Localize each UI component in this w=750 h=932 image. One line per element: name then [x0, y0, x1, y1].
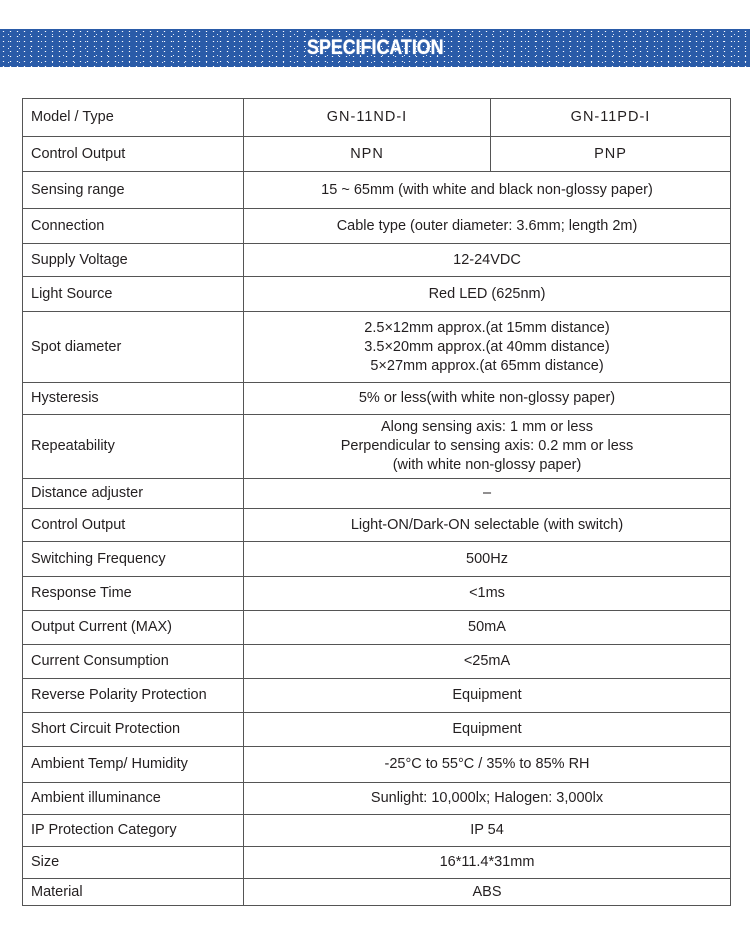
- value-line: 12-24VDC: [453, 251, 521, 268]
- row-value: 5% or less(with white non-glossy paper): [243, 382, 731, 415]
- table-row: Sensing range 15 ~ 65mm (with white and b…: [22, 171, 731, 209]
- table-row: Material ABS: [22, 878, 731, 906]
- row-value: <25mA: [243, 644, 731, 679]
- table-row: Hysteresis 5% or less(with white non-glos…: [22, 382, 731, 415]
- row-label: Distance adjuster: [22, 478, 244, 509]
- row-value: -25°C to 55°C / 35% to 85% RH: [243, 746, 731, 783]
- value-line: (with white non-glossy paper): [392, 457, 582, 473]
- row-label: Short Circuit Protection: [22, 712, 244, 747]
- row-label: Current Consumption: [22, 644, 244, 679]
- value-line: ABS: [472, 883, 502, 900]
- table-row: Output Current (MAX) 50mA: [22, 610, 731, 645]
- row-label: Control Output: [22, 508, 244, 542]
- value-line: 5×27mm approx.(at 65mm distance): [370, 357, 604, 374]
- row-label: Hysteresis: [22, 382, 244, 415]
- value-line: 2.5×12mm approx.(at 15mm distance): [364, 319, 610, 336]
- value-line: 15 ~ 65mm (with white and black non-glos…: [321, 181, 653, 198]
- row-value: ABS: [243, 878, 731, 906]
- value-line: Equipment: [452, 687, 522, 703]
- row-value: 2.5×12mm approx.(at 15mm distance) 3.5×20…: [243, 311, 731, 383]
- model-npn: GN-11ND-I: [243, 98, 491, 137]
- row-label: Spot diameter: [22, 311, 244, 383]
- row-value: 15 ~ 65mm (with white and black non-glos…: [243, 171, 731, 209]
- value-line: <25mA: [463, 653, 511, 669]
- row-label: Model / Type: [22, 98, 244, 137]
- table-row: Repeatability Along sensing axis: 1 mm or…: [22, 414, 731, 479]
- row-value: Cable type (outer diameter: 3.6mm; lengt…: [243, 208, 731, 244]
- table-row: Control Output Light-ON/Dark-ON selectabl…: [22, 508, 731, 542]
- output-npn: NPN: [243, 136, 491, 172]
- row-value: IP 54: [243, 814, 731, 847]
- row-value: –: [243, 478, 731, 509]
- table-row: Distance adjuster –: [22, 478, 731, 509]
- row-label: IP Protection Category: [22, 814, 244, 847]
- row-label: Material: [22, 878, 244, 906]
- table-row: IP Protection Category IP 54: [22, 814, 731, 847]
- table-row: Spot diameter 2.5×12mm approx.(at 15mm di…: [22, 311, 731, 383]
- banner-title: SPECIFICATION: [306, 36, 444, 59]
- row-label: Connection: [22, 208, 244, 244]
- row-label: Output Current (MAX): [22, 610, 244, 645]
- value-line: –: [482, 485, 492, 501]
- output-pnp: PNP: [490, 136, 731, 172]
- value-line: Perpendicular to sensing axis: 0.2 mm or…: [340, 438, 634, 454]
- value-line: Sunlight: 10,000lx; Halogen: 3,000lx: [370, 790, 604, 806]
- value-line: Red LED (625nm): [428, 285, 546, 302]
- table-row: Light Source Red LED (625nm): [22, 276, 731, 312]
- row-label: Repeatability: [22, 414, 244, 479]
- value-line: 50mA: [468, 619, 506, 635]
- value-line: Along sensing axis: 1 mm or less: [381, 419, 593, 435]
- row-value: Sunlight: 10,000lx; Halogen: 3,000lx: [243, 782, 731, 815]
- table-row: Reverse Polarity Protection Equipment: [22, 678, 731, 713]
- value-line: Light-ON/Dark-ON selectable (with switch…: [350, 516, 624, 533]
- row-label: Sensing range: [22, 171, 244, 209]
- row-label: Response Time: [22, 576, 244, 611]
- value-line: 3.5×20mm approx.(at 40mm distance): [364, 338, 610, 355]
- row-label: Reverse Polarity Protection: [22, 678, 244, 713]
- table-row: Connection Cable type (outer diameter: 3.…: [22, 208, 731, 244]
- value-line: Equipment: [452, 721, 522, 737]
- value-line: IP 54: [470, 822, 504, 838]
- row-value: <1ms: [243, 576, 731, 611]
- table-row: Switching Frequency 500Hz: [22, 541, 731, 577]
- row-value: 50mA: [243, 610, 731, 645]
- spec-table: Model / Type GN-11ND-I GN-11PD-I Control…: [22, 98, 731, 906]
- value-line: 5% or less(with white non-glossy paper): [358, 390, 616, 406]
- value-line: 16*11.4*31mm: [439, 854, 535, 870]
- row-value: 12-24VDC: [243, 243, 731, 277]
- table-row: Control Output NPN PNP: [22, 136, 731, 172]
- table-row: Ambient illuminance Sunlight: 10,000lx; H…: [22, 782, 731, 815]
- row-label: Size: [22, 846, 244, 879]
- table-row: Response Time <1ms: [22, 576, 731, 611]
- row-label: Control Output: [22, 136, 244, 172]
- specification-banner: SPECIFICATION: [0, 29, 750, 67]
- table-row: Short Circuit Protection Equipment: [22, 712, 731, 747]
- row-value: 500Hz: [243, 541, 731, 577]
- model-pnp: GN-11PD-I: [490, 98, 731, 137]
- value-line: -25°C to 55°C / 35% to 85% RH: [384, 756, 590, 772]
- table-row: Model / Type GN-11ND-I GN-11PD-I: [22, 98, 731, 137]
- value-line: Cable type (outer diameter: 3.6mm; lengt…: [336, 217, 638, 234]
- row-value: Along sensing axis: 1 mm or less Perpendi…: [243, 414, 731, 479]
- row-value: 16*11.4*31mm: [243, 846, 731, 879]
- row-value: Red LED (625nm): [243, 276, 731, 312]
- table-row: Supply Voltage 12-24VDC: [22, 243, 731, 277]
- row-label: Switching Frequency: [22, 541, 244, 577]
- row-label: Light Source: [22, 276, 244, 312]
- row-value: Equipment: [243, 678, 731, 713]
- value-line: 500Hz: [466, 550, 508, 567]
- row-label: Supply Voltage: [22, 243, 244, 277]
- row-label: Ambient Temp/ Humidity: [22, 746, 244, 783]
- row-value: Equipment: [243, 712, 731, 747]
- row-label: Ambient illuminance: [22, 782, 244, 815]
- table-row: Size 16*11.4*31mm: [22, 846, 731, 879]
- value-line: <1ms: [469, 585, 505, 601]
- table-row: Current Consumption <25mA: [22, 644, 731, 679]
- row-value: Light-ON/Dark-ON selectable (with switch…: [243, 508, 731, 542]
- table-row: Ambient Temp/ Humidity -25°C to 55°C / 35…: [22, 746, 731, 783]
